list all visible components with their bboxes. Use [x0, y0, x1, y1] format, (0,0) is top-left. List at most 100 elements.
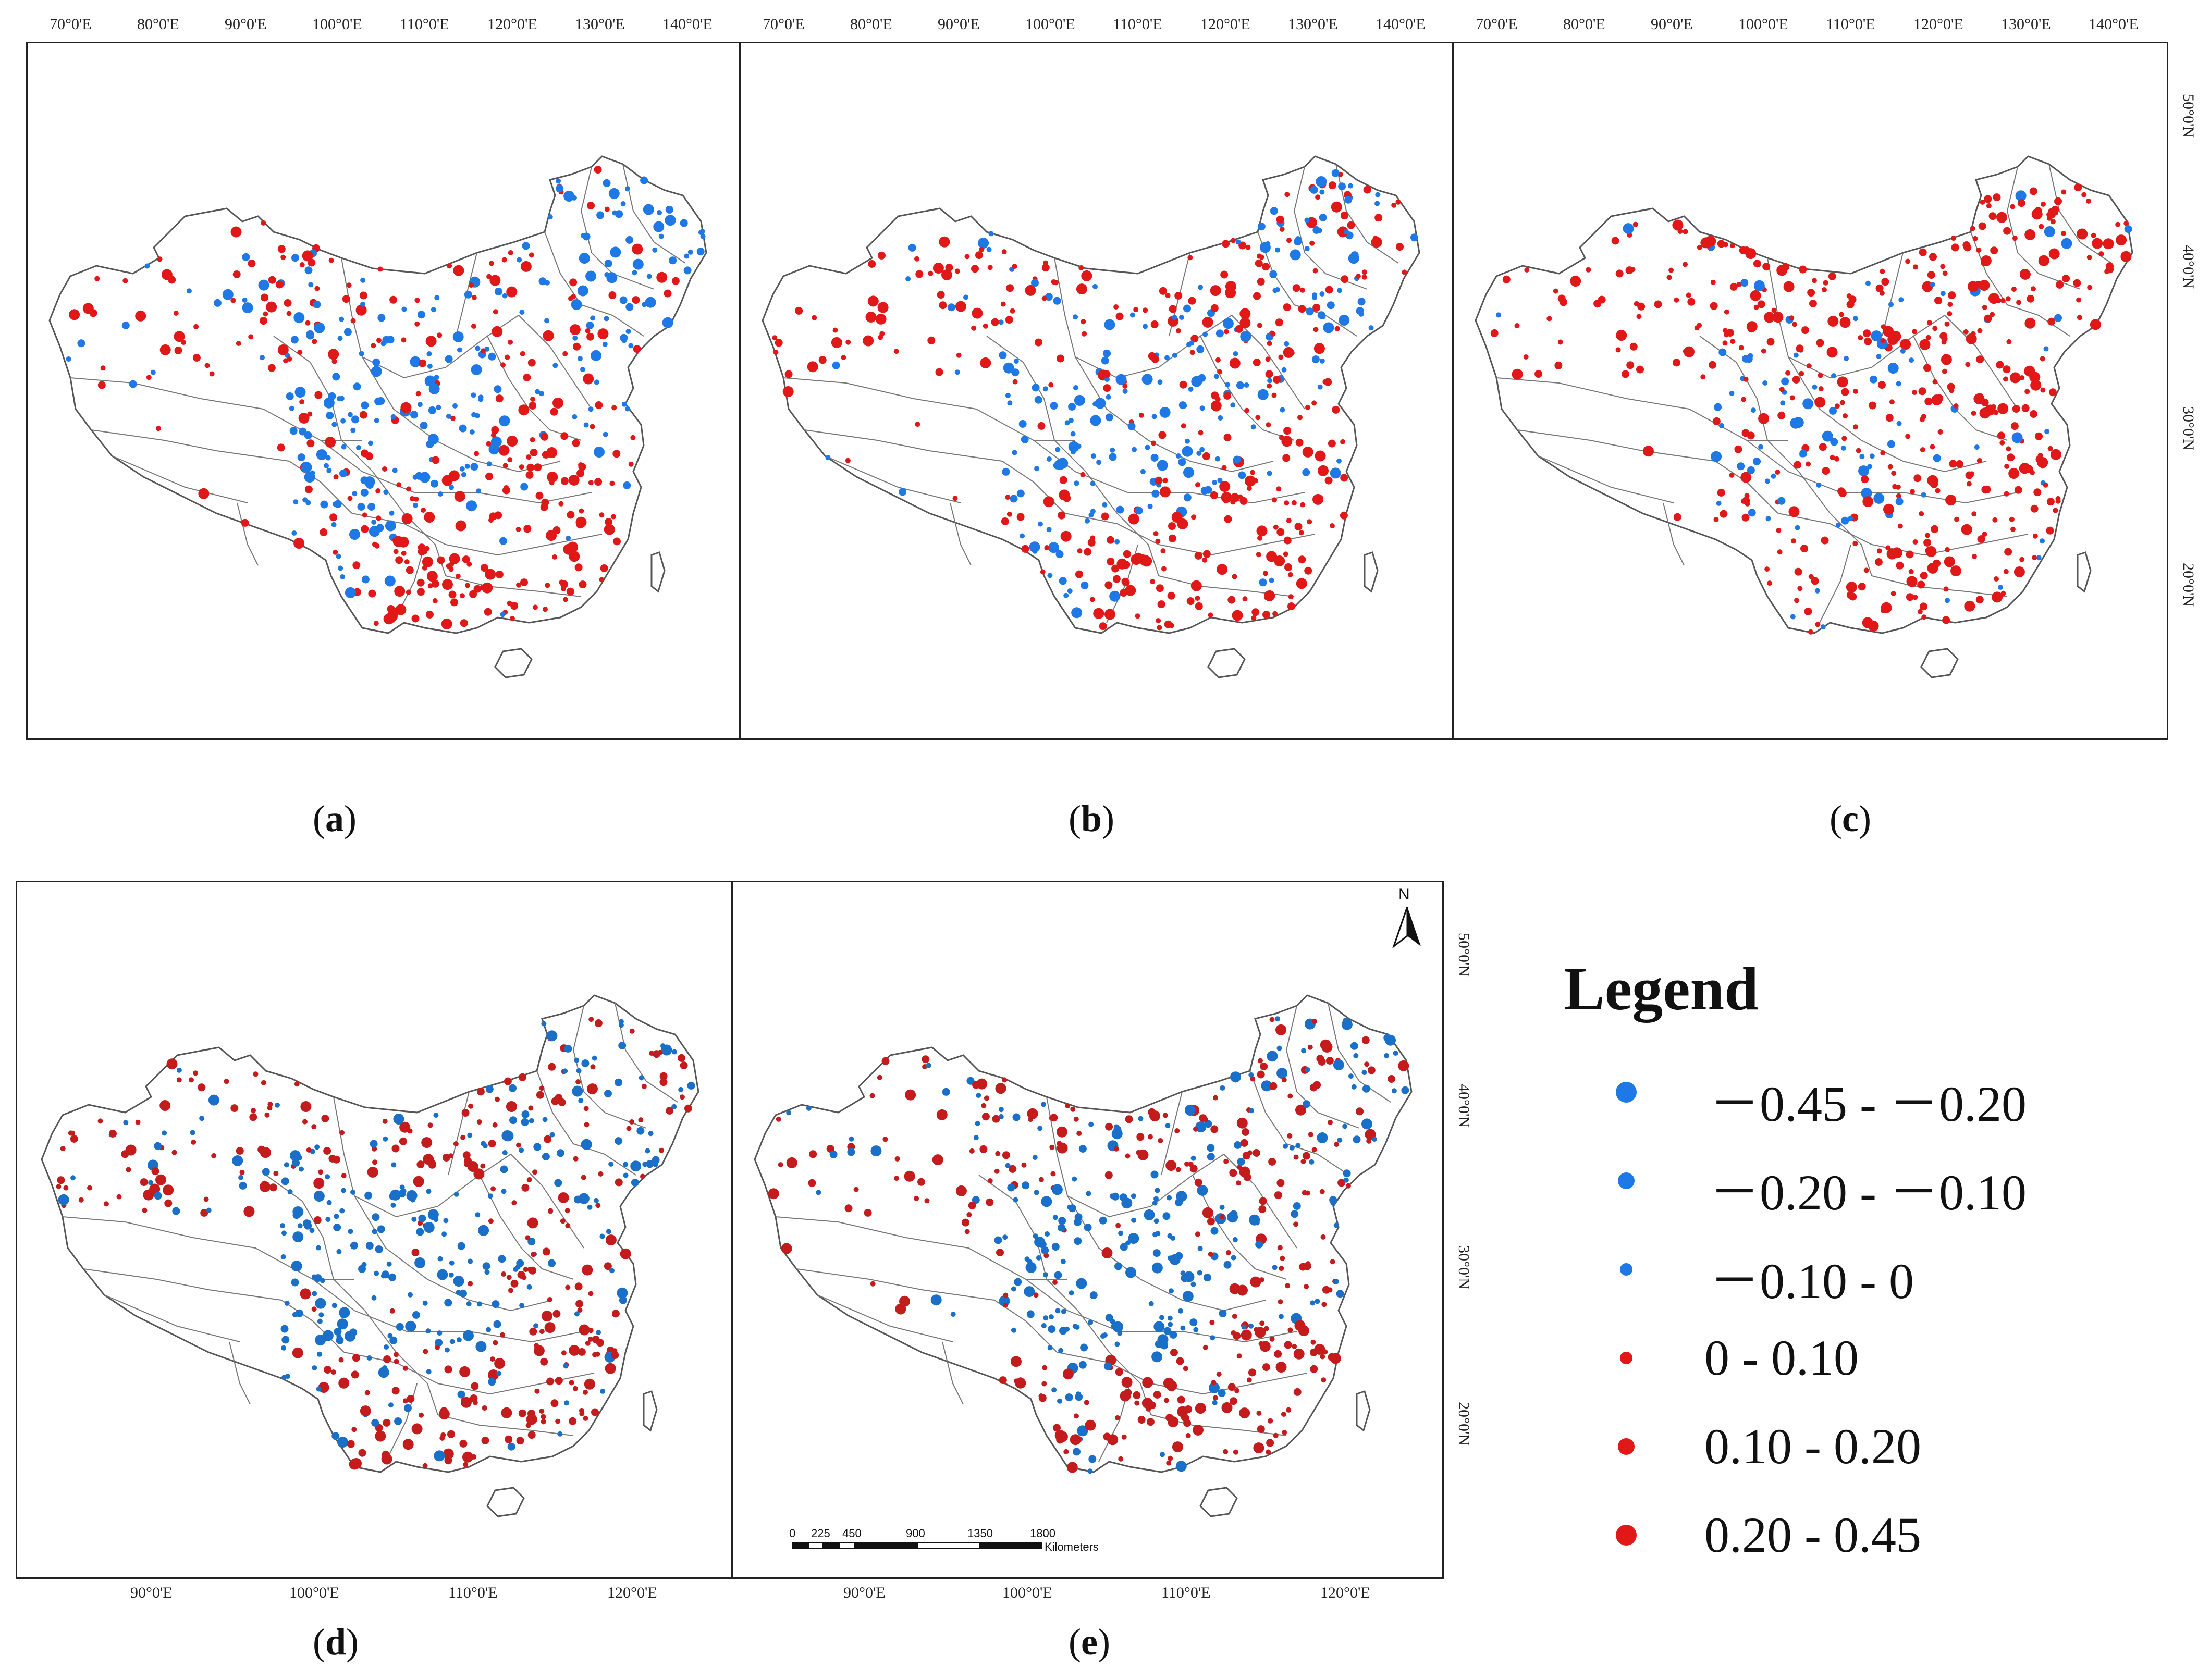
station-dot: [1761, 348, 1766, 354]
station-dot: [249, 1113, 257, 1121]
station-dot: [378, 1367, 389, 1378]
station-dot: [776, 1116, 781, 1122]
station-dot: [1103, 1362, 1112, 1370]
station-dot: [442, 579, 453, 590]
lon-tick-bottom-1-3: 120°0'E: [1320, 1584, 1370, 1601]
station-dot: [954, 369, 960, 375]
station-dot: [963, 294, 968, 300]
station-dot: [2012, 405, 2020, 413]
station-dot: [1748, 509, 1756, 517]
station-dot: [2003, 569, 2009, 574]
station-dot: [1923, 364, 1931, 372]
station-dot: [853, 1187, 859, 1192]
station-dot: [154, 1192, 162, 1200]
station-dot: [1705, 236, 1716, 247]
station-dot: [1005, 392, 1011, 398]
station-dot: [125, 1144, 137, 1156]
station-dot: [1044, 545, 1050, 550]
station-dot: [1490, 329, 1499, 337]
station-dot: [1700, 374, 1706, 380]
station-dot: [640, 176, 648, 184]
station-dot: [284, 299, 292, 307]
station-dot: [166, 1058, 178, 1070]
station-dot: [2004, 491, 2009, 497]
station-dot: [1238, 471, 1246, 479]
station-dot: [396, 1323, 404, 1331]
station-dot: [1909, 489, 1915, 495]
station-dot: [530, 437, 535, 442]
station-dot: [1112, 575, 1121, 583]
station-dot: [1183, 1271, 1195, 1282]
station-dot: [1168, 1321, 1173, 1327]
station-dot: [1978, 222, 1986, 230]
station-dot: [1830, 454, 1835, 460]
station-dot: [1293, 1388, 1302, 1396]
station-dot: [426, 1189, 432, 1194]
station-dot: [2086, 254, 2092, 260]
station-dot: [572, 1085, 583, 1097]
station-dot: [1068, 441, 1079, 452]
station-dot: [1182, 403, 1187, 409]
station-dot: [583, 1389, 588, 1395]
station-dot: [1123, 550, 1131, 558]
region-boundary: [1538, 455, 1674, 503]
station-dot: [1554, 361, 1563, 369]
station-dot: [924, 1198, 930, 1204]
station-dot: [485, 569, 496, 580]
station-dot: [1046, 456, 1052, 462]
station-dot: [1276, 215, 1284, 224]
station-dot: [555, 1377, 563, 1385]
station-dot: [469, 429, 475, 435]
station-dot: [1724, 332, 1729, 338]
station-dot: [972, 1196, 980, 1204]
station-dot: [2046, 526, 2054, 535]
lon-tick-bottom-1-2: 110°0'E: [1161, 1584, 1211, 1601]
station-dot: [2021, 404, 2030, 412]
station-dot: [605, 1234, 617, 1246]
taiwan-outline: [1356, 1390, 1371, 1432]
station-dot: [204, 363, 210, 368]
station-dot: [939, 301, 947, 310]
station-dot: [2055, 498, 2061, 504]
station-dot: [349, 1328, 358, 1337]
station-dot: [1002, 1302, 1008, 1308]
station-dot: [566, 587, 574, 596]
station-dot: [371, 520, 377, 525]
station-dot: [1900, 348, 1906, 354]
station-dot: [660, 1043, 666, 1049]
station-dot: [1318, 495, 1323, 500]
lon-tick-top-0-6: 130°0'E: [575, 16, 625, 33]
station-dot: [1686, 292, 1691, 298]
station-dot: [1374, 201, 1380, 206]
station-dot: [1186, 597, 1195, 606]
station-dot: [1304, 1284, 1309, 1289]
station-dot: [437, 1330, 443, 1336]
station-dot: [983, 323, 988, 329]
station-dot: [1925, 533, 1930, 538]
station-dot: [313, 1178, 325, 1189]
station-dot: [2077, 315, 2082, 320]
station-dot: [560, 477, 569, 485]
station-dot: [672, 1049, 677, 1055]
station-dot: [355, 304, 367, 316]
station-dot: [475, 345, 481, 351]
china-outline: [762, 155, 1420, 634]
station-dot: [1293, 1154, 1299, 1160]
station-dot: [2091, 232, 2096, 238]
station-dot: [336, 1249, 342, 1254]
station-dot: [599, 512, 605, 518]
station-dot: [1835, 522, 1841, 528]
station-dot: [1875, 284, 1884, 292]
station-dot: [2124, 225, 2132, 233]
station-dot: [1051, 1184, 1063, 1195]
station-dot: [981, 1113, 990, 1121]
station-dot: [1268, 1157, 1276, 1166]
station-dot: [313, 300, 321, 308]
station-dot: [1160, 1452, 1165, 1457]
station-dot: [394, 1352, 399, 1357]
station-dot: [1942, 336, 1948, 342]
station-dot: [384, 1344, 389, 1350]
station-dot: [1999, 440, 2005, 446]
station-dot: [610, 246, 621, 258]
station-dot: [2024, 229, 2036, 240]
